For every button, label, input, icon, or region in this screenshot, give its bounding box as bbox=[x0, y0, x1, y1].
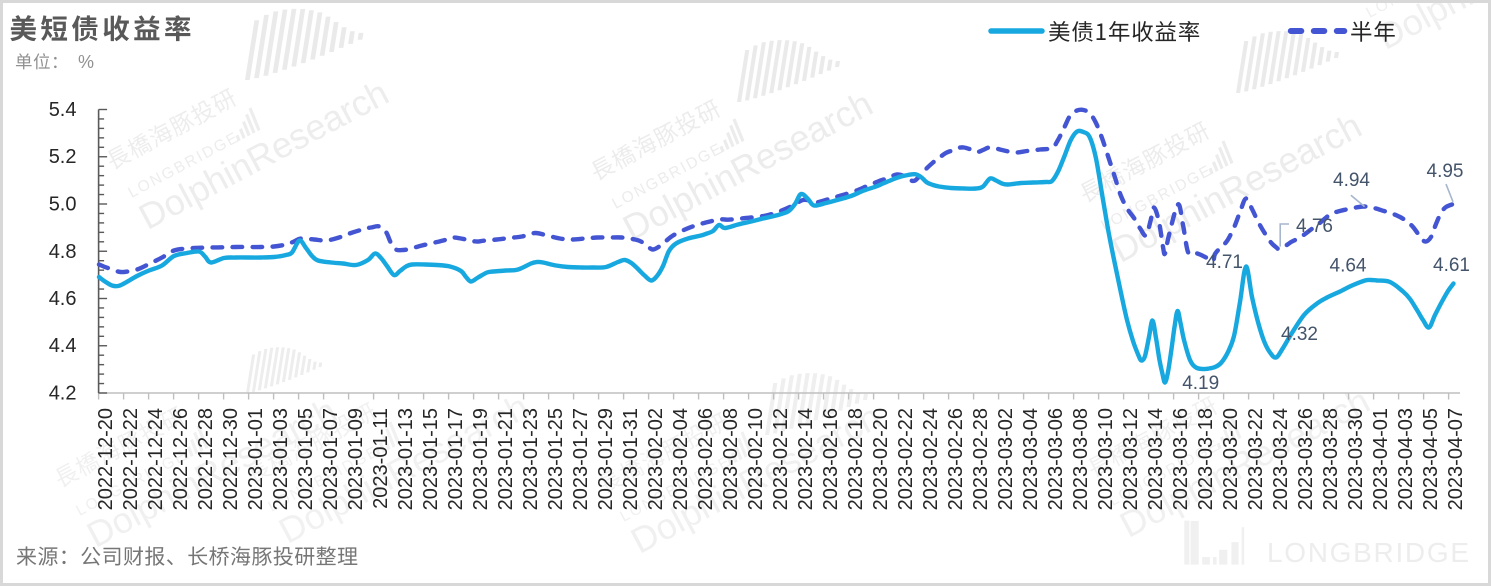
svg-text:DolphinResearch: DolphinResearch bbox=[132, 72, 395, 238]
svg-text:4.4: 4.4 bbox=[49, 335, 77, 357]
svg-text:2023-03-04: 2023-03-04 bbox=[1020, 408, 1042, 510]
svg-text:2023-02-18: 2023-02-18 bbox=[845, 408, 867, 510]
svg-text:2023-03-02: 2023-03-02 bbox=[995, 408, 1017, 510]
svg-text:4.64: 4.64 bbox=[1330, 256, 1367, 277]
svg-text:2023-01-19: 2023-01-19 bbox=[470, 408, 492, 510]
svg-text:2023-03-26: 2023-03-26 bbox=[1295, 408, 1317, 510]
svg-text:2023-02-04: 2023-02-04 bbox=[670, 408, 692, 510]
svg-text:2023-03-10: 2023-03-10 bbox=[1095, 408, 1117, 510]
svg-text:2022-12-20: 2022-12-20 bbox=[95, 408, 117, 510]
svg-text:2023-04-05: 2023-04-05 bbox=[1420, 408, 1442, 510]
svg-text:2023-02-22: 2023-02-22 bbox=[895, 408, 917, 510]
svg-text:4.19: 4.19 bbox=[1182, 373, 1219, 394]
svg-text:2023-03-18: 2023-03-18 bbox=[1195, 408, 1217, 510]
svg-text:2022-12-22: 2022-12-22 bbox=[120, 408, 142, 510]
svg-text:2023-04-03: 2023-04-03 bbox=[1395, 408, 1417, 510]
svg-text:2023-02-26: 2023-02-26 bbox=[945, 408, 967, 510]
svg-text:4.76: 4.76 bbox=[1296, 216, 1333, 237]
svg-text:5.2: 5.2 bbox=[49, 146, 77, 168]
svg-text:2023-01-17: 2023-01-17 bbox=[445, 408, 467, 510]
svg-text:2022-12-24: 2022-12-24 bbox=[145, 408, 167, 510]
svg-text:2023-01-27: 2023-01-27 bbox=[570, 408, 592, 510]
svg-text:2023-01-23: 2023-01-23 bbox=[520, 408, 542, 510]
svg-text:2023-02-14: 2023-02-14 bbox=[795, 408, 817, 510]
svg-text:5.4: 5.4 bbox=[49, 99, 77, 121]
svg-text:5.0: 5.0 bbox=[49, 194, 77, 216]
svg-text:2022-12-28: 2022-12-28 bbox=[195, 408, 217, 510]
svg-text:2023-03-14: 2023-03-14 bbox=[1145, 408, 1167, 510]
svg-text:2022-12-26: 2022-12-26 bbox=[170, 408, 192, 510]
svg-text:4.8: 4.8 bbox=[49, 241, 77, 263]
svg-text:2023-03-06: 2023-03-06 bbox=[1045, 408, 1067, 510]
svg-text:DolphinResearch: DolphinResearch bbox=[1105, 105, 1368, 271]
svg-text:2023-01-07: 2023-01-07 bbox=[320, 408, 342, 510]
svg-text:2023-02-02: 2023-02-02 bbox=[645, 408, 667, 510]
svg-text:2023-02-16: 2023-02-16 bbox=[820, 408, 842, 510]
svg-text:2023-01-13: 2023-01-13 bbox=[395, 408, 417, 510]
svg-text:4.95: 4.95 bbox=[1427, 161, 1464, 182]
svg-text:2023-02-06: 2023-02-06 bbox=[695, 408, 717, 510]
svg-text:2023-01-01: 2023-01-01 bbox=[245, 408, 267, 510]
svg-text:2023-01-29: 2023-01-29 bbox=[595, 408, 617, 510]
svg-text:2023-01-25: 2023-01-25 bbox=[545, 408, 567, 510]
svg-text:2023-04-07: 2023-04-07 bbox=[1445, 408, 1467, 510]
svg-text:2023-02-08: 2023-02-08 bbox=[720, 408, 742, 510]
svg-text:4.2: 4.2 bbox=[49, 383, 77, 405]
svg-text:2023-02-10: 2023-02-10 bbox=[745, 408, 767, 510]
svg-text:2023-02-20: 2023-02-20 bbox=[870, 408, 892, 510]
svg-text:2022-12-30: 2022-12-30 bbox=[220, 408, 242, 510]
svg-text:2023-01-15: 2023-01-15 bbox=[420, 408, 442, 510]
svg-text:2023-03-08: 2023-03-08 bbox=[1070, 408, 1092, 510]
svg-text:2023-04-01: 2023-04-01 bbox=[1370, 408, 1392, 510]
svg-text:2023-01-11: 2023-01-11 bbox=[370, 408, 392, 509]
svg-text:2023-03-16: 2023-03-16 bbox=[1170, 408, 1192, 510]
svg-text:2023-02-12: 2023-02-12 bbox=[770, 408, 792, 510]
svg-text:2023-01-03: 2023-01-03 bbox=[270, 408, 292, 510]
svg-text:2023-03-28: 2023-03-28 bbox=[1320, 408, 1342, 510]
svg-text:4.71: 4.71 bbox=[1206, 252, 1243, 273]
svg-text:2023-03-22: 2023-03-22 bbox=[1245, 408, 1267, 510]
svg-text:2023-03-30: 2023-03-30 bbox=[1345, 408, 1367, 510]
svg-text:4.61: 4.61 bbox=[1433, 255, 1470, 276]
svg-text:4.94: 4.94 bbox=[1333, 170, 1370, 191]
svg-text:2023-01-05: 2023-01-05 bbox=[295, 408, 317, 510]
svg-text:2023-03-24: 2023-03-24 bbox=[1270, 408, 1292, 510]
svg-text:2023-03-12: 2023-03-12 bbox=[1120, 408, 1142, 510]
svg-text:%: % bbox=[78, 52, 94, 72]
svg-text:4.32: 4.32 bbox=[1281, 324, 1318, 345]
svg-text:2023-01-09: 2023-01-09 bbox=[345, 408, 367, 510]
svg-text:2023-02-28: 2023-02-28 bbox=[970, 408, 992, 510]
svg-text:2023-01-21: 2023-01-21 bbox=[495, 408, 517, 510]
svg-text:2023-03-20: 2023-03-20 bbox=[1220, 408, 1242, 510]
svg-text:4.6: 4.6 bbox=[49, 288, 77, 310]
svg-text:2023-01-31: 2023-01-31 bbox=[620, 408, 642, 510]
svg-text:2023-02-24: 2023-02-24 bbox=[920, 408, 942, 510]
